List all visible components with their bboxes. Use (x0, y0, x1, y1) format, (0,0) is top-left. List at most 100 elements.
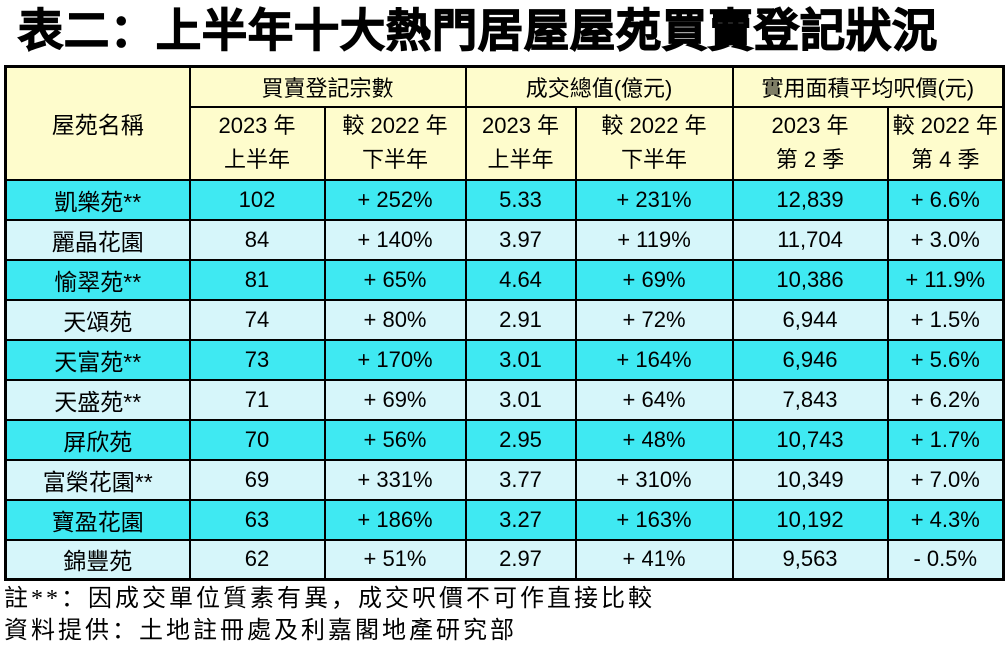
header-group-row: 屋苑名稱 買賣登記宗數 成交總值(億元) 實用面積平均呎價(元) (4, 65, 1005, 181)
value-cell: 3.01 (464, 338, 577, 381)
estate-name-cell: 麗晶花園 (4, 218, 191, 261)
group-header-avg-price: 實用面積平均呎價(元) (731, 65, 1005, 108)
sub-header-reg-change: 較 2022 年 下半年 (323, 105, 467, 181)
value-cell: 71 (188, 378, 326, 421)
table-row: 天頌苑 74 + 80% 2.91 + 72% 6,944 + 1.5% (4, 298, 1005, 341)
value-cell: + 170% (323, 338, 467, 381)
sub-header-price-change: 較 2022 年 第 4 季 (886, 105, 1005, 181)
value-cell: 73 (188, 338, 326, 381)
value-cell: 7,843 (731, 378, 889, 421)
sub-header-line: 較 2022 年 (601, 113, 707, 138)
sub-header-line: 較 2022 年 (892, 113, 998, 138)
value-cell: 12,839 (731, 178, 889, 221)
value-cell: 63 (188, 498, 326, 541)
estate-name-cell: 愉翠苑** (4, 258, 191, 301)
table-row: 凱樂苑** 102 + 252% 5.33 + 231% 12,839 + 6.… (4, 178, 1005, 221)
value-cell: 6,944 (731, 298, 889, 341)
table-row: 錦豐苑 62 + 51% 2.97 + 41% 9,563 - 0.5% (4, 538, 1005, 581)
column-header-estate-name: 屋苑名稱 (4, 65, 191, 181)
value-cell: + 140% (323, 218, 467, 261)
value-cell: + 5.6% (886, 338, 1005, 381)
value-cell: + 64% (574, 378, 734, 421)
sub-header-value-change: 較 2022 年 下半年 (574, 105, 734, 181)
value-cell: 2.95 (464, 418, 577, 461)
value-cell: + 80% (323, 298, 467, 341)
value-cell: 5.33 (464, 178, 577, 221)
value-cell: 2.97 (464, 538, 577, 581)
value-cell: 10,192 (731, 498, 889, 541)
sub-header-line: 下半年 (362, 147, 429, 172)
value-cell: 102 (188, 178, 326, 221)
value-cell: + 163% (574, 498, 734, 541)
estate-name-cell: 天盛苑** (4, 378, 191, 421)
estate-name-cell: 天富苑** (4, 338, 191, 381)
value-cell: 11,704 (731, 218, 889, 261)
sub-header-reg-2023h1: 2023 年 上半年 (188, 105, 326, 181)
value-cell: + 56% (323, 418, 467, 461)
value-cell: 74 (188, 298, 326, 341)
estate-name-cell: 屏欣苑 (4, 418, 191, 461)
table-row: 麗晶花園 84 + 140% 3.97 + 119% 11,704 + 3.0% (4, 218, 1005, 261)
value-cell: 10,386 (731, 258, 889, 301)
footnote-data-source: 資料提供：土地註冊處及利嘉閣地產研究部 (4, 618, 517, 644)
value-cell: + 4.3% (886, 498, 1005, 541)
sub-header-line: 2023 年 (771, 113, 849, 138)
sub-header-price-2023q2: 2023 年 第 2 季 (731, 105, 889, 181)
value-cell: 70 (188, 418, 326, 461)
estate-name-cell: 寶盈花園 (4, 498, 191, 541)
value-cell: 3.97 (464, 218, 577, 261)
value-cell: + 65% (323, 258, 467, 301)
value-cell: + 252% (323, 178, 467, 221)
value-cell: 10,743 (731, 418, 889, 461)
table-row: 天盛苑** 71 + 69% 3.01 + 64% 7,843 + 6.2% (4, 378, 1005, 421)
value-cell: + 331% (323, 458, 467, 501)
group-header-registrations: 買賣登記宗數 (188, 65, 467, 108)
sub-header-line: 第 2 季 (775, 147, 845, 172)
sub-header-line: 2023 年 (218, 113, 296, 138)
page-title: 表二：上半年十大熱門居屋屋苑買賣登記狀況 (17, 4, 939, 56)
sub-header-value-2023h1: 2023 年 上半年 (464, 105, 577, 181)
table-row: 屏欣苑 70 + 56% 2.95 + 48% 10,743 + 1.7% (4, 418, 1005, 461)
estate-name-cell: 凱樂苑** (4, 178, 191, 221)
footnote-comparison-caveat: 註**：因成交單位質素有異，成交呎價不可作直接比較 (4, 586, 655, 612)
value-cell: + 6.6% (886, 178, 1005, 221)
estate-name-cell: 錦豐苑 (4, 538, 191, 581)
sub-header-line: 2023 年 (481, 113, 560, 138)
value-cell: + 6.2% (886, 378, 1005, 421)
value-cell: + 69% (323, 378, 467, 421)
sub-header-line: 較 2022 年 (342, 113, 448, 138)
value-cell: + 51% (323, 538, 467, 581)
value-cell: + 41% (574, 538, 734, 581)
sub-header-line: 下半年 (621, 147, 688, 172)
value-cell: 6,946 (731, 338, 889, 381)
value-cell: + 186% (323, 498, 467, 541)
value-cell: 3.77 (464, 458, 577, 501)
value-cell: + 231% (574, 178, 734, 221)
footnotes: 註**：因成交單位質素有異，成交呎價不可作直接比較 資料提供：土地註冊處及利嘉閣… (4, 583, 1002, 647)
value-cell: + 48% (574, 418, 734, 461)
value-cell: 3.27 (464, 498, 577, 541)
table-row: 寶盈花園 63 + 186% 3.27 + 163% 10,192 + 4.3% (4, 498, 1005, 541)
value-cell: + 7.0% (886, 458, 1005, 501)
table-row: 富榮花園** 69 + 331% 3.77 + 310% 10,349 + 7.… (4, 458, 1005, 501)
value-cell: 3.01 (464, 378, 577, 421)
value-cell: 10,349 (731, 458, 889, 501)
value-cell: + 1.5% (886, 298, 1005, 341)
estate-name-cell: 富榮花園** (4, 458, 191, 501)
value-cell: - 0.5% (886, 538, 1005, 581)
value-cell: 2.91 (464, 298, 577, 341)
table-row: 天富苑** 73 + 170% 3.01 + 164% 6,946 + 5.6% (4, 338, 1005, 381)
value-cell: 81 (188, 258, 326, 301)
value-cell: 9,563 (731, 538, 889, 581)
value-cell: + 164% (574, 338, 734, 381)
value-cell: 84 (188, 218, 326, 261)
value-cell: 62 (188, 538, 326, 581)
sub-header-line: 上半年 (223, 147, 290, 172)
estates-table: 屋苑名稱 買賣登記宗數 成交總值(億元) 實用面積平均呎價(元) 2023 年 … (4, 65, 1006, 581)
table-row: 愉翠苑** 81 + 65% 4.64 + 69% 10,386 + 11.9% (4, 258, 1005, 301)
group-header-total-value: 成交總值(億元) (464, 65, 734, 108)
value-cell: + 69% (574, 258, 734, 301)
sub-header-line: 上半年 (487, 147, 554, 172)
value-cell: + 1.7% (886, 418, 1005, 461)
